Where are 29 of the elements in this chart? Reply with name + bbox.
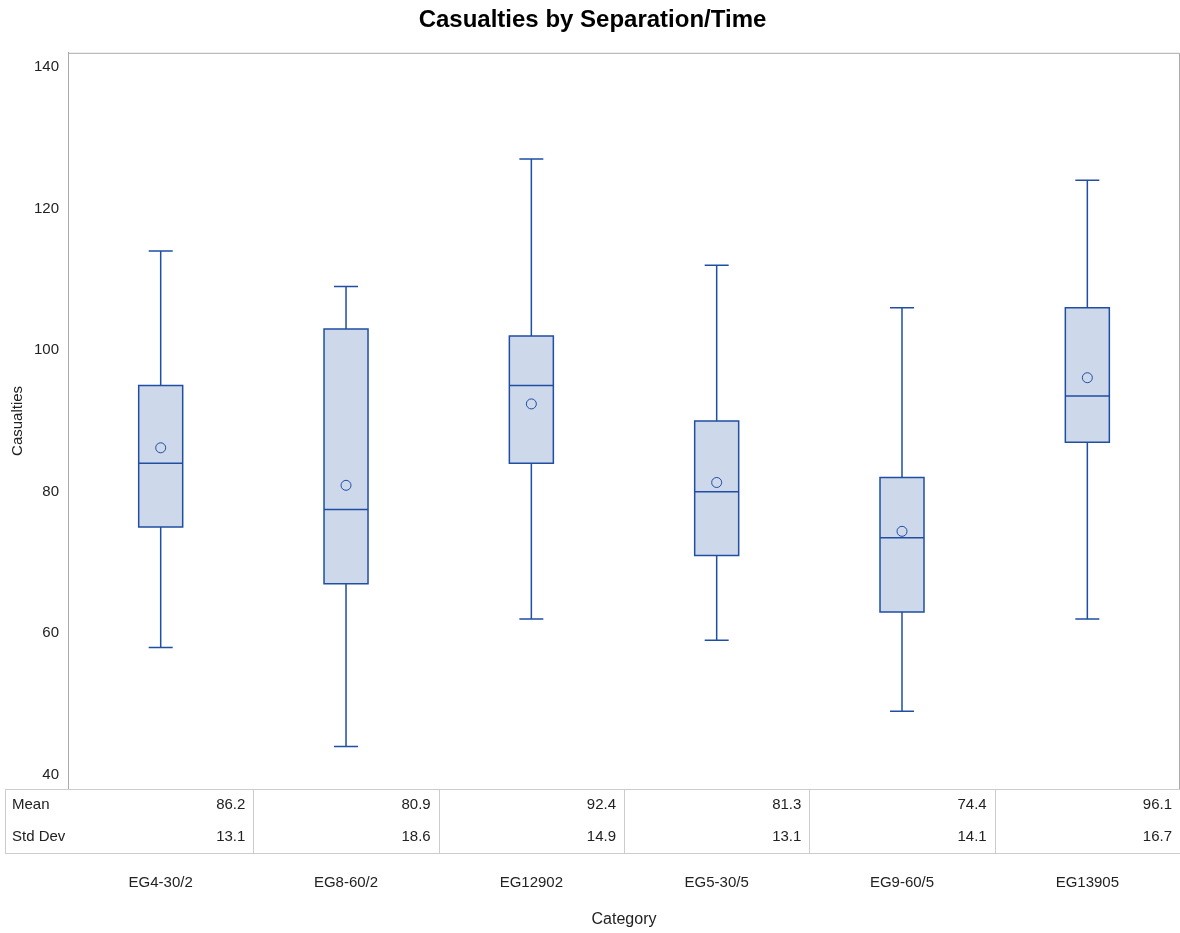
- text: 16.7: [1142, 827, 1172, 845]
- text: 74.4: [957, 795, 987, 813]
- x-tick-label: EG4-30/2: [128, 873, 193, 891]
- text: 96.1: [1142, 795, 1172, 813]
- x-tick-label: EG9-60/5: [869, 873, 935, 891]
- text: 86.2: [216, 795, 246, 813]
- text: 14.9: [586, 827, 617, 845]
- x-axis-title: Category: [591, 910, 657, 928]
- x-tick-label: EG12902: [499, 873, 564, 891]
- text: 92.4: [586, 795, 617, 813]
- y-tick-label: 60: [42, 623, 60, 641]
- x-tick-label: EG5-30/5: [684, 873, 749, 891]
- text: 14.1: [957, 827, 987, 845]
- text: Std Dev: [12, 827, 66, 845]
- chart-title: Casualties by Separation/Time: [418, 5, 767, 33]
- y-tick-label: 40: [42, 764, 60, 782]
- y-tick-label: 140: [34, 57, 60, 75]
- y-tick-label: 80: [42, 481, 60, 499]
- x-tick-label: EG8-60/2: [313, 873, 379, 891]
- x-tick-label: EG13905: [1055, 873, 1120, 891]
- text: 80.9: [401, 795, 431, 813]
- text: 18.6: [401, 827, 431, 845]
- y-tick-label: 100: [34, 340, 60, 358]
- text: 13.1: [216, 827, 246, 845]
- y-axis-title: Casualties: [8, 385, 26, 456]
- text: 13.1: [772, 827, 802, 845]
- text: 81.3: [772, 795, 802, 813]
- text: Mean: [12, 795, 50, 813]
- y-tick-label: 120: [34, 198, 60, 216]
